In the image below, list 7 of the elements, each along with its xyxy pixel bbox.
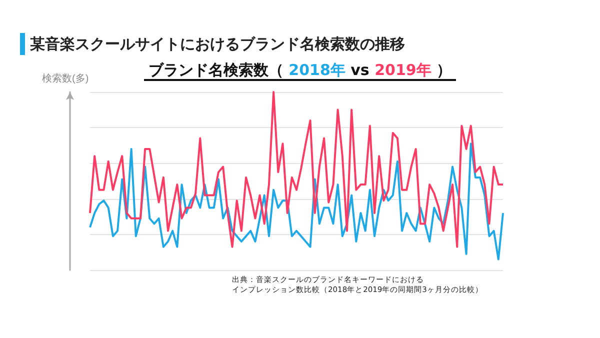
chart-subtitle: ブランド名検索数（ (148, 61, 284, 79)
text: 2019年 (374, 61, 432, 79)
y-axis-title: 検索数(多) (42, 72, 89, 84)
text: 2018年 (288, 61, 346, 79)
chart-title: 某音楽スクールサイトにおけるブランド名検索数の推移 (30, 34, 405, 55)
text: ） (436, 61, 452, 79)
text: vs (350, 61, 370, 79)
